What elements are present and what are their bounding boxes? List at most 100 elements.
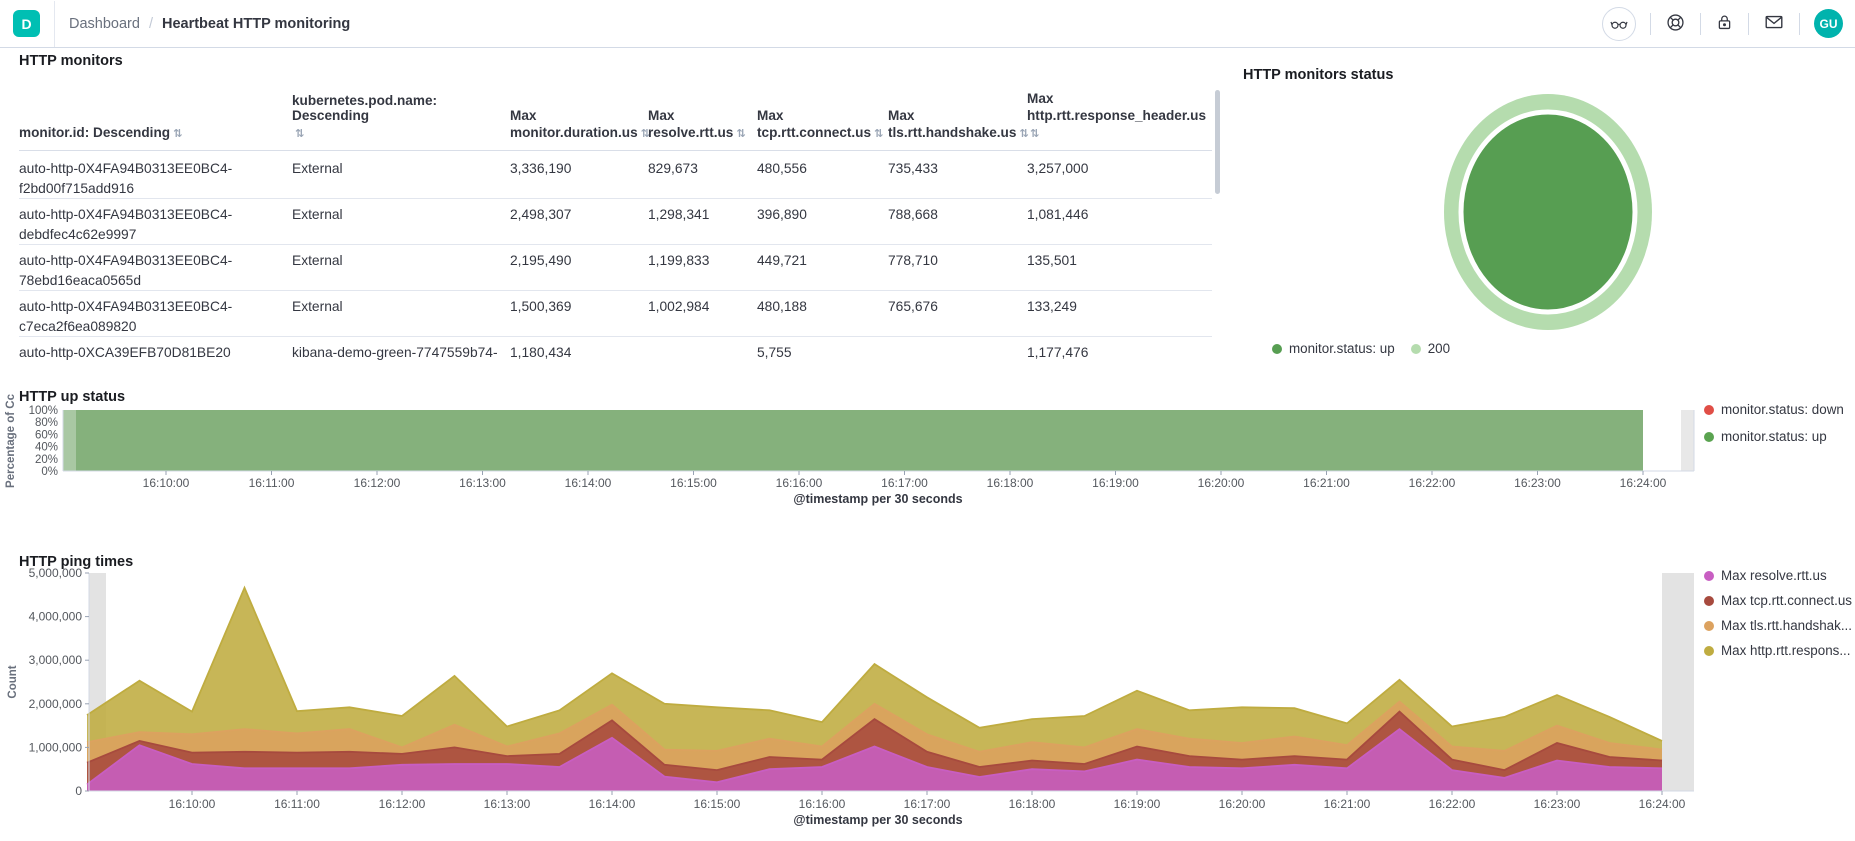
ping-y-tick-label: 4,000,000 xyxy=(29,610,83,624)
cell-value: 396,890 xyxy=(757,207,807,222)
cell-pod-name: External xyxy=(292,245,510,290)
up-legend-item[interactable]: monitor.status: up xyxy=(1704,429,1844,444)
column-header-5[interactable]: Max tcp.rtt.connect.us ⇅ xyxy=(757,89,888,150)
ping-x-tick-label: 16:20:00 xyxy=(1219,797,1266,811)
monitor-id-line: auto-http-0X4FA94B0313EE0BC4- xyxy=(19,161,233,176)
lock-button[interactable] xyxy=(1715,13,1734,35)
up-x-tick-label: 16:24:00 xyxy=(1620,476,1667,490)
column-header-1[interactable]: monitor.id: Descending ⇅ xyxy=(19,89,292,150)
user-avatar[interactable]: GU xyxy=(1814,9,1843,38)
sort-icon: ⇅ xyxy=(736,127,746,140)
ping-x-tick-label: 16:14:00 xyxy=(589,797,636,811)
up-legend-label: monitor.status: down xyxy=(1721,402,1844,417)
cell-monitor-id: auto-http-0X4FA94B0313EE0BC4- debdfec4c62… xyxy=(19,199,292,244)
sort-icon: ⇅ xyxy=(173,127,183,140)
ping-legend-label: Max resolve.rtt.us xyxy=(1721,568,1827,583)
up-x-tick-label: 16:11:00 xyxy=(249,476,295,490)
ping-y-tick-label: 3,000,000 xyxy=(29,653,83,667)
ping-legend-item[interactable]: Max tls.rtt.handshak... xyxy=(1704,618,1852,633)
breadcrumb-dashboard-link[interactable]: Dashboard xyxy=(69,15,140,32)
ping-x-tick-label: 16:13:00 xyxy=(484,797,531,811)
cell-monitor-id: auto-http-0X4FA94B0313EE0BC4- 78ebd16eaca… xyxy=(19,245,292,290)
column-header-prefix: Max xyxy=(510,108,537,123)
cell-value: 765,676 xyxy=(888,299,938,314)
donut-legend-item[interactable]: 200 xyxy=(1410,341,1451,356)
donut-legend: monitor.status: up 200 xyxy=(1272,341,1466,356)
nav-actions: GU xyxy=(1588,6,1843,41)
up-y-tick-label: 60% xyxy=(35,429,58,441)
column-header-4[interactable]: Max resolve.rtt.us ⇅ xyxy=(648,89,757,150)
up-legend-dot xyxy=(1704,404,1714,415)
up-y-tick-label: 20% xyxy=(35,454,58,466)
column-header-3[interactable]: Max monitor.duration.us ⇅ xyxy=(510,89,650,150)
cell-value: 5,755 xyxy=(757,345,792,360)
table-scrollbar-thumb[interactable] xyxy=(1215,90,1220,194)
up-y-tick-label: 0% xyxy=(41,466,58,478)
pod-name-line: External xyxy=(292,253,343,268)
up-y-tick-label: 100% xyxy=(29,405,58,417)
ping-x-tick-label: 16:10:00 xyxy=(169,797,216,811)
ping-x-tick-label: 16:24:00 xyxy=(1639,797,1686,811)
ping-line-2 xyxy=(86,710,1663,772)
ping-legend-item[interactable]: Max resolve.rtt.us xyxy=(1704,568,1852,583)
cell-value: 449,721 xyxy=(757,253,807,268)
glasses-icon xyxy=(1602,6,1636,41)
donut-legend-label: 200 xyxy=(1427,341,1451,356)
monitor-id-line: debdfec4c62e9997 xyxy=(19,226,137,242)
ping-area-1 xyxy=(87,729,1662,791)
cell-value: 3,257,000 xyxy=(1027,161,1089,176)
cell-value: 829,673 xyxy=(648,161,698,176)
monitor-id-line: f2bd00f715add916 xyxy=(19,180,135,196)
ping-y-tick-label: 2,000,000 xyxy=(29,697,83,711)
up-x-tick-label: 16:10:00 xyxy=(143,476,190,490)
cell-pod-name: External xyxy=(292,199,510,244)
life-ring-icon xyxy=(1665,12,1686,36)
up-y-tick-label: 80% xyxy=(35,417,58,429)
up-area xyxy=(63,410,1643,471)
ping-line-1 xyxy=(86,727,1663,786)
ping-x-tick-label: 16:23:00 xyxy=(1534,797,1581,811)
ping-legend-item[interactable]: Max tcp.rtt.connect.us xyxy=(1704,593,1852,608)
donut-legend-item[interactable]: monitor.status: up xyxy=(1272,341,1395,356)
ping-legend-item[interactable]: Max http.rtt.respons... xyxy=(1704,643,1852,658)
table-row: auto-http-0X4FA94B0313EE0BC4- 78ebd16eaca… xyxy=(19,245,1212,291)
mail-button[interactable] xyxy=(1763,11,1785,36)
panel-title-monitors-status: HTTP monitors status xyxy=(1243,67,1394,84)
ping-legend-label: Max tcp.rtt.connect.us xyxy=(1721,593,1852,608)
up-legend-item[interactable]: monitor.status: down xyxy=(1704,402,1844,417)
column-header-6[interactable]: Max tls.rtt.handshake.us ⇅ xyxy=(888,89,1029,150)
table-header: monitor.id: Descending ⇅ kubernetes.pod.na… xyxy=(19,89,1212,151)
help-button[interactable] xyxy=(1665,12,1686,36)
column-header-7[interactable]: Max http.rtt.response_header.us ⇅ xyxy=(1027,89,1212,150)
profile-glasses-button[interactable] xyxy=(1602,6,1636,41)
cell-value: 133,249 xyxy=(1027,299,1077,314)
ping-legend-dot xyxy=(1704,620,1714,631)
cell-value: 1,500,369 xyxy=(510,299,572,314)
monitor-id-line: auto-http-0X4FA94B0313EE0BC4- xyxy=(19,207,233,222)
divider xyxy=(1799,12,1800,35)
column-header-prefix: Max xyxy=(757,108,784,123)
up-y-tick-label: 40% xyxy=(35,442,58,454)
pod-name-line: External xyxy=(292,161,343,176)
top-nav: D Dashboard / Heartbeat HTTP monitoring xyxy=(0,0,1855,48)
up-right-partial-bucket xyxy=(1681,410,1694,471)
cell-value: 1,199,833 xyxy=(648,253,710,268)
panel-title-up-status: HTTP up status xyxy=(19,389,126,406)
up-area-partial-bucket xyxy=(63,410,76,471)
app-logo[interactable]: D xyxy=(13,10,40,37)
table-row: auto-http-0X4FA94B0313EE0BC4- debdfec4c62… xyxy=(19,199,1212,245)
up-x-tick-label: 16:23:00 xyxy=(1514,476,1561,490)
ping-right-partial-bucket xyxy=(1662,573,1694,791)
cell-value: 480,556 xyxy=(757,161,807,176)
column-header-2[interactable]: kubernetes.pod.name: Descending ⇅ xyxy=(292,89,510,150)
page-title: Heartbeat HTTP monitoring xyxy=(161,15,351,32)
pod-name-line: External xyxy=(292,299,343,314)
pod-name-line: External xyxy=(292,207,343,222)
column-header-label: resolve.rtt.us ⇅ xyxy=(648,125,746,140)
ping-x-tick-label: 16:18:00 xyxy=(1009,797,1056,811)
monitor-id-line: auto-http-0XCA39EFB70D81BE20 xyxy=(19,345,231,360)
breadcrumb: Dashboard / Heartbeat HTTP monitoring xyxy=(69,16,350,32)
ping-legend-dot xyxy=(1704,570,1714,581)
up-status-legend: monitor.status: down monitor.status: up xyxy=(1704,402,1844,456)
ping-x-tick-label: 16:15:00 xyxy=(694,797,741,811)
